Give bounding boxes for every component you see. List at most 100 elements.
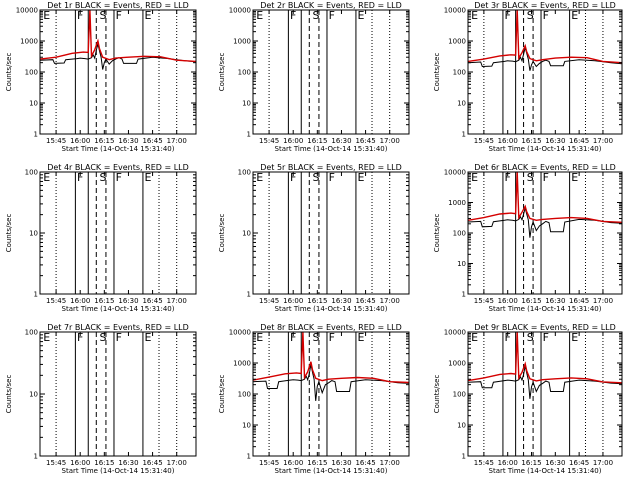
- y-tick-label: 10: [242, 100, 251, 108]
- y-tick-label: 10000: [444, 7, 466, 15]
- x-tick-label: 16:15: [521, 297, 541, 305]
- x-tick-label: 16:30: [545, 297, 565, 305]
- y-axis-label: Counts/sec: [218, 375, 226, 414]
- plot-frame: [252, 9, 410, 135]
- y-tick-label: 1000: [20, 38, 38, 46]
- y-tick-label: 10000: [16, 7, 38, 15]
- x-tick-label: 16:45: [569, 137, 589, 145]
- x-tick-label: 16:00: [283, 459, 303, 467]
- y-axis-label: Counts/sec: [218, 214, 226, 253]
- x-tick-label: 17:00: [167, 137, 187, 145]
- plot-title: Det 8r BLACK = Events, RED = LLD: [260, 323, 402, 332]
- y-tick-label: 100: [25, 69, 38, 77]
- y-tick-label: 1: [462, 291, 466, 299]
- x-tick-label: 16:30: [118, 137, 138, 145]
- x-tick-label: 16:15: [94, 137, 114, 145]
- region-label: F: [290, 331, 296, 344]
- region-label: E: [256, 171, 263, 184]
- x-tick-label: 15:45: [259, 137, 279, 145]
- x-axis-label: Start Time (14-Oct-14 15:31:40): [275, 145, 388, 153]
- plot-frame: [252, 171, 410, 295]
- x-axis-label: Start Time (14-Oct-14 15:31:40): [62, 305, 175, 313]
- y-tick-label: 1000: [448, 38, 466, 46]
- x-tick-label: 17:00: [380, 137, 400, 145]
- region-label: S: [100, 171, 107, 184]
- plot-frame: [39, 9, 197, 135]
- y-tick-label: 100: [238, 169, 251, 177]
- region-label: F: [543, 171, 549, 184]
- plot-frame: [467, 9, 623, 135]
- region-label: E: [145, 331, 152, 344]
- plot-title: Det 7r BLACK = Events, RED = LLD: [47, 323, 189, 332]
- y-tick-label: 10: [29, 391, 38, 399]
- region-label: F: [116, 9, 122, 22]
- x-tick-label: 16:15: [307, 459, 327, 467]
- region-label: E: [43, 331, 50, 344]
- region-label: E: [145, 171, 152, 184]
- region-label: S: [527, 171, 534, 184]
- y-tick-label: 1: [462, 453, 466, 461]
- series-lld: [468, 172, 622, 223]
- x-tick-label: 16:00: [498, 137, 518, 145]
- y-tick-label: 1: [462, 131, 466, 139]
- series-events: [40, 43, 196, 70]
- x-axis-label: Start Time (14-Oct-14 15:31:40): [62, 467, 175, 475]
- x-tick-label: 16:15: [521, 137, 541, 145]
- region-label: E: [571, 331, 578, 344]
- plot-title: Det 3r BLACK = Events, RED = LLD: [474, 1, 616, 10]
- y-tick-label: 10000: [229, 329, 251, 337]
- y-tick-label: 1: [34, 291, 38, 299]
- region-label: E: [358, 9, 365, 22]
- x-tick-label: 16:45: [142, 297, 162, 305]
- region-label: F: [543, 9, 549, 22]
- region-label: F: [329, 9, 335, 22]
- y-tick-label: 100: [238, 391, 251, 399]
- plot-frame: [39, 171, 197, 295]
- x-tick-label: 17:00: [593, 137, 613, 145]
- series-lld: [468, 332, 622, 384]
- series-events: [253, 364, 409, 401]
- y-tick-label: 10: [29, 100, 38, 108]
- y-axis-label: Counts/sec: [5, 214, 13, 253]
- region-label: E: [256, 331, 263, 344]
- y-tick-label: 100: [453, 69, 466, 77]
- y-tick-label: 1: [34, 453, 38, 461]
- y-axis-label: Counts/sec: [5, 53, 13, 92]
- x-tick-label: 15:45: [474, 137, 494, 145]
- y-axis-label: Counts/sec: [433, 214, 441, 253]
- y-tick-label: 1000: [233, 360, 251, 368]
- x-tick-label: 17:00: [593, 459, 613, 467]
- region-label: F: [77, 331, 83, 344]
- series-group: [40, 10, 196, 70]
- y-tick-label: 10000: [444, 329, 466, 337]
- y-tick-label: 10: [457, 260, 466, 268]
- y-tick-label: 10000: [444, 169, 466, 177]
- x-tick-label: 16:00: [498, 297, 518, 305]
- plot-frame: [467, 331, 623, 457]
- x-tick-label: 16:30: [545, 137, 565, 145]
- x-tick-label: 16:30: [118, 459, 138, 467]
- x-tick-label: 16:45: [355, 297, 375, 305]
- x-tick-label: 16:30: [331, 297, 351, 305]
- x-axis-label: Start Time (14-Oct-14 15:31:40): [62, 145, 175, 153]
- x-tick-label: 16:45: [569, 459, 589, 467]
- x-tick-label: 16:00: [70, 137, 90, 145]
- region-label: F: [290, 9, 296, 22]
- region-label: F: [77, 171, 83, 184]
- y-tick-label: 10000: [229, 7, 251, 15]
- x-tick-label: 17:00: [380, 459, 400, 467]
- x-axis-label: Start Time (14-Oct-14 15:31:40): [489, 305, 602, 313]
- region-label: F: [543, 331, 549, 344]
- x-tick-label: 17:00: [380, 297, 400, 305]
- y-tick-label: 1000: [448, 199, 466, 207]
- region-label: E: [358, 331, 365, 344]
- plot-title: Det 1r BLACK = Events, RED = LLD: [47, 1, 189, 10]
- y-tick-label: 100: [25, 169, 38, 177]
- region-label: E: [145, 9, 152, 22]
- y-tick-label: 100: [453, 230, 466, 238]
